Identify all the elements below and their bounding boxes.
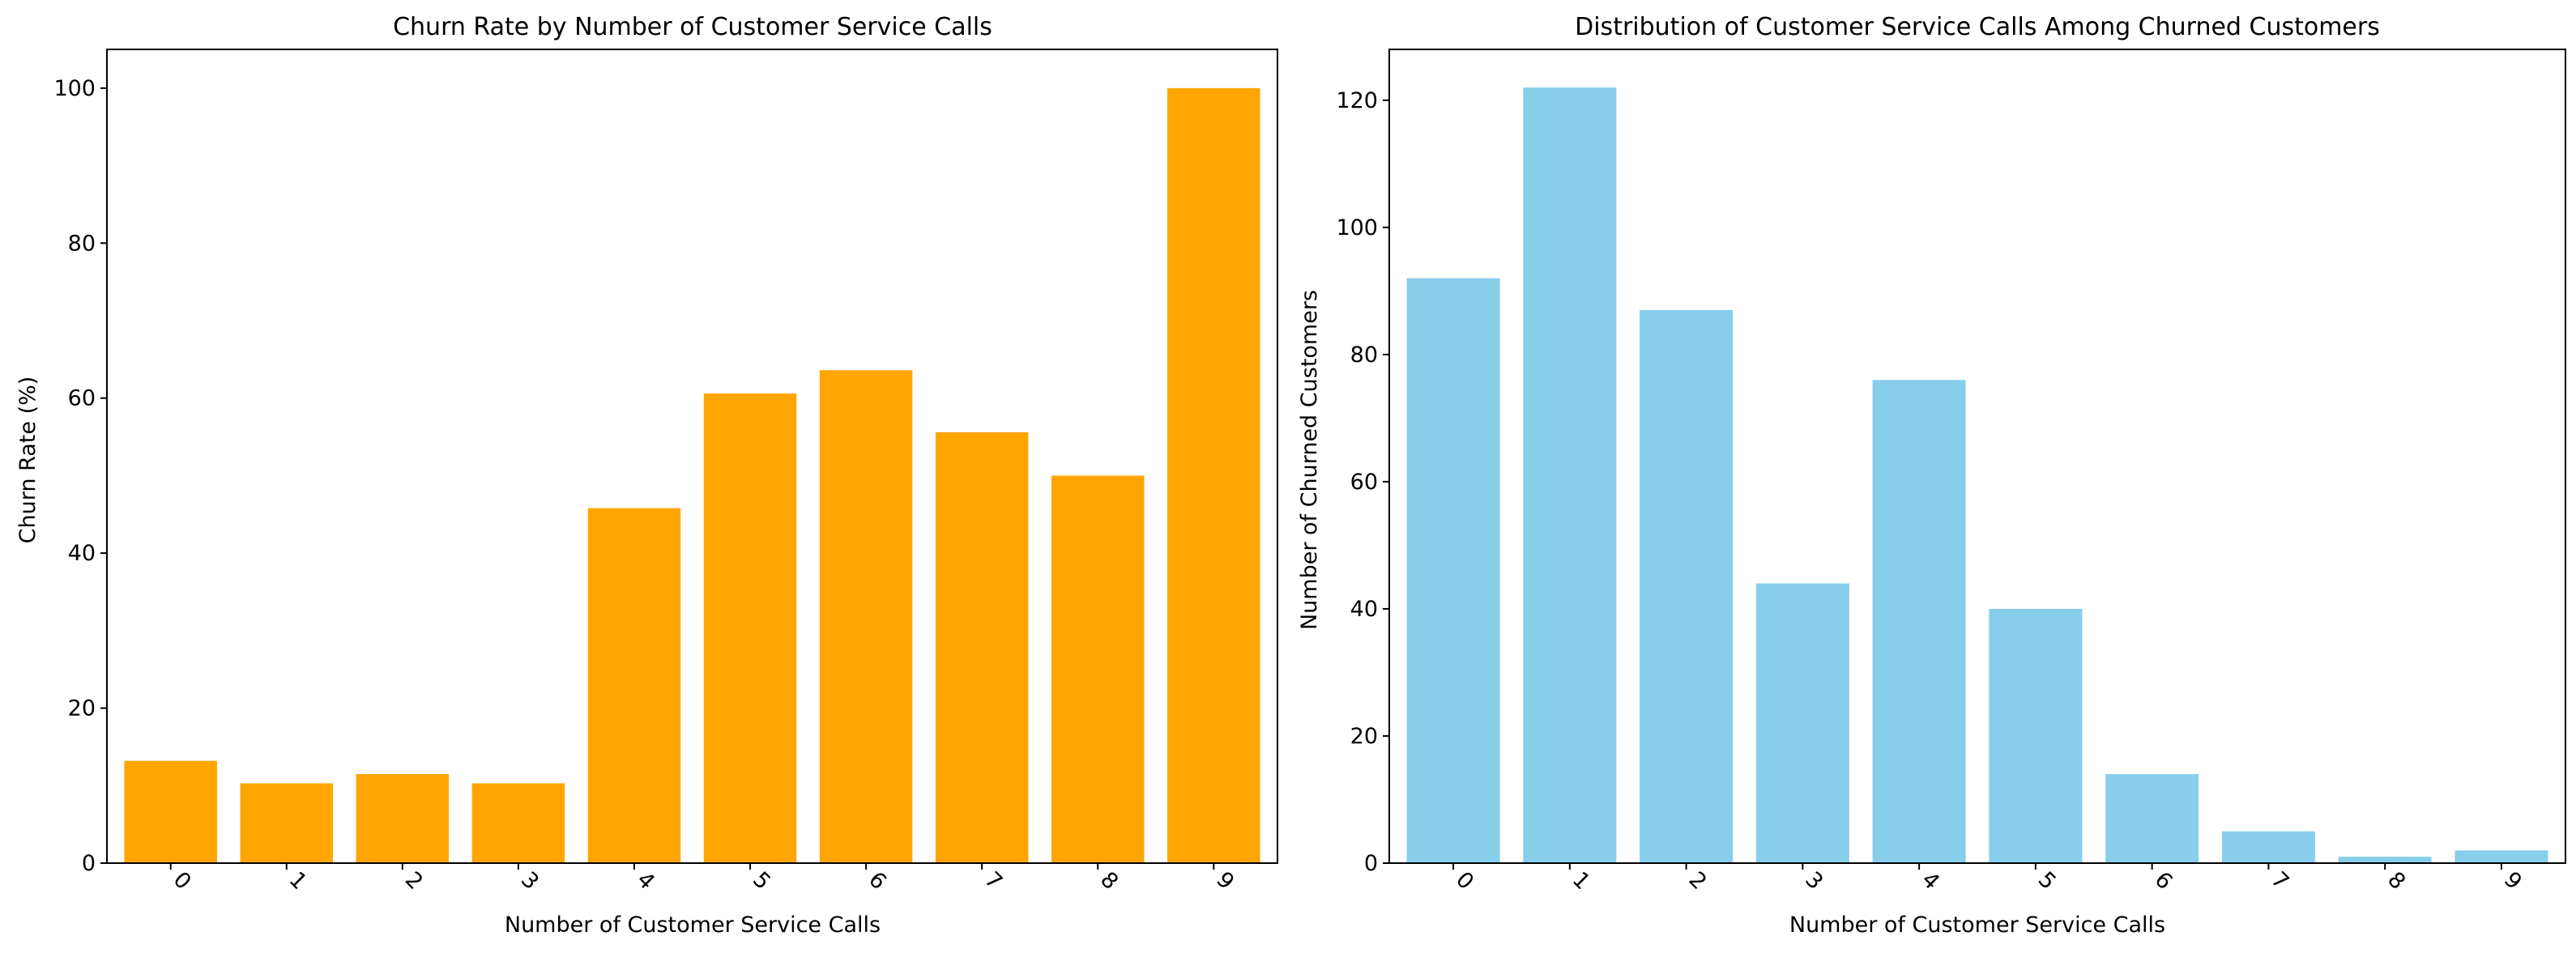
y-axis-ticks: 0 20 40 60 80 100 <box>53 76 107 876</box>
bar-4 <box>587 508 681 863</box>
bar-6 <box>2105 774 2199 863</box>
x-tick-label: 0 <box>168 867 196 895</box>
bar-9 <box>2454 850 2548 863</box>
bar-4 <box>1872 380 1966 863</box>
y-tick-label: 80 <box>1350 342 1378 368</box>
y-tick-label: 0 <box>82 851 96 876</box>
x-tick-label: 9 <box>2499 867 2527 895</box>
x-tick-label: 2 <box>400 867 428 895</box>
bar-0 <box>1406 278 1500 863</box>
bar-2 <box>1640 309 1734 863</box>
bar-6 <box>819 370 913 863</box>
bar-1 <box>240 783 333 863</box>
chart-title: Churn Rate by Number of Customer Service… <box>393 13 992 41</box>
y-tick-label: 40 <box>1350 597 1378 622</box>
bar-3 <box>1755 583 1849 863</box>
bar-7 <box>2221 831 2315 863</box>
bar-group <box>124 87 1260 864</box>
bar-0 <box>124 760 217 863</box>
y-tick-label: 0 <box>1364 851 1378 876</box>
x-tick-label: 1 <box>1567 867 1595 895</box>
x-tick-label: 3 <box>1800 867 1828 895</box>
y-axis-ticks: 0 20 40 60 80 100 120 <box>1336 88 1389 876</box>
bar-3 <box>471 783 565 863</box>
x-tick-label: 8 <box>2382 867 2410 895</box>
bar-8 <box>1051 475 1145 863</box>
bar-group <box>1406 87 2548 863</box>
churned-distribution-chart: Distribution of Customer Service Calls A… <box>1297 13 2566 938</box>
x-axis-label: Number of Customer Service Calls <box>1789 913 2165 938</box>
bar-9 <box>1167 87 1260 864</box>
x-axis-ticks: 0 1 2 3 4 5 6 7 8 9 <box>1451 863 2527 895</box>
y-tick-label: 40 <box>68 541 96 566</box>
y-tick-label: 100 <box>53 76 96 101</box>
bar-7 <box>935 432 1029 863</box>
plot-frame <box>1388 49 2566 864</box>
bar-2 <box>356 773 450 863</box>
chart-title: Distribution of Customer Service Calls A… <box>1575 13 2380 41</box>
y-tick-label: 60 <box>68 386 96 411</box>
x-tick-label: 1 <box>284 867 312 895</box>
x-tick-label: 5 <box>2033 867 2061 895</box>
x-axis-label: Number of Customer Service Calls <box>505 913 881 938</box>
x-tick-label: 3 <box>516 867 544 895</box>
y-tick-label: 60 <box>1350 470 1378 495</box>
churn-rate-chart: Churn Rate by Number of Customer Service… <box>15 13 1278 938</box>
x-axis-ticks: 0 1 2 3 4 5 6 7 8 9 <box>168 863 1239 895</box>
bar-5 <box>703 393 797 863</box>
y-tick-label: 20 <box>68 696 96 721</box>
x-tick-label: 2 <box>1684 867 1712 895</box>
y-tick-label: 80 <box>68 231 96 256</box>
x-tick-label: 8 <box>1095 867 1123 895</box>
x-tick-label: 4 <box>632 867 659 895</box>
y-tick-label: 120 <box>1336 88 1378 113</box>
bar-8 <box>2338 857 2432 863</box>
x-tick-label: 7 <box>979 867 1007 895</box>
x-tick-label: 7 <box>2266 867 2293 895</box>
x-tick-label: 6 <box>864 867 891 895</box>
x-tick-label: 9 <box>1211 867 1239 895</box>
x-tick-label: 6 <box>2150 867 2177 895</box>
bar-5 <box>1989 608 2083 863</box>
y-tick-label: 20 <box>1350 724 1378 749</box>
x-tick-label: 5 <box>748 867 775 895</box>
x-tick-label: 0 <box>1451 867 1478 895</box>
y-axis-label: Number of Churned Customers <box>1297 290 1322 630</box>
y-tick-label: 100 <box>1336 215 1378 240</box>
bar-1 <box>1523 87 1617 863</box>
y-axis-label: Churn Rate (%) <box>15 377 41 544</box>
x-tick-label: 4 <box>1917 867 1944 895</box>
plot-frame <box>106 49 1278 864</box>
